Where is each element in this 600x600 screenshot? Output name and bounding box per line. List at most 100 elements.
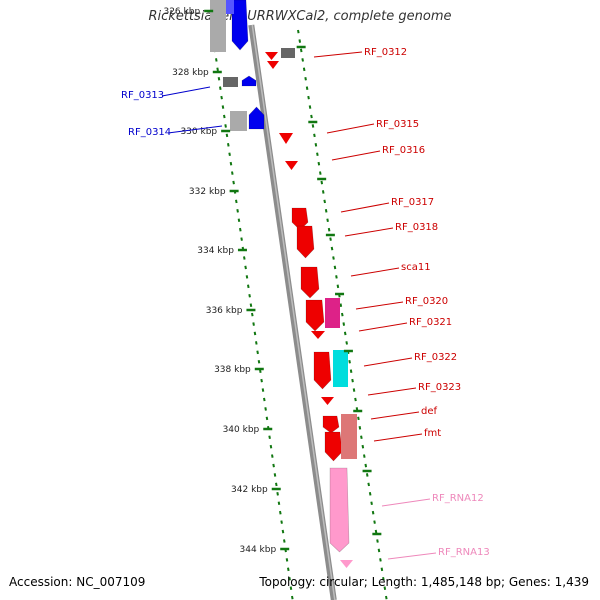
gene-red [300,266,320,299]
outer-dotted-guide [373,520,376,524]
inner-dotted-guide [247,284,250,289]
inner-dotted-guide [215,58,218,62]
label-leader-line [381,498,431,507]
tick-label: 338 kbp [214,365,251,375]
outer-dotted-guide [379,558,382,562]
gene-red [313,351,332,390]
gene-blue-small [241,75,257,87]
outer-dotted-guide [363,454,366,458]
gene-label: sca11 [401,262,431,273]
inner-dotted-guide [239,227,242,232]
outer-dotted-guide [383,586,387,590]
inner-dotted-guide [280,520,283,524]
outer-dotted-guide [330,246,334,251]
gene-label: fmt [424,428,441,439]
outer-dotted-guide [368,492,372,496]
inner-dotted-guide [285,558,289,562]
outer-dotted-guide [299,48,303,53]
inner-dotted-guide [288,576,291,581]
tick-label: 334 kbp [197,246,234,256]
inner-dotted-guide [263,397,266,402]
label-leader-line [350,267,400,277]
gene-blue [231,0,249,51]
inner-dotted-guide [220,95,223,100]
inner-dotted-guide [265,416,269,421]
outer-dotted-guide [354,397,357,402]
outer-dotted-guide [336,284,340,289]
inner-dotted-guide [273,473,277,477]
gene-magenta [325,298,340,328]
inner-dotted-guide [279,510,282,515]
gene-label: RF_0320 [405,296,448,307]
inner-dotted-guide [229,161,233,166]
inner-dotted-guide [281,529,285,534]
inner-dotted-guide [236,209,239,213]
genome-summary-text: Topology: circular; Length: 1,485,148 bp… [259,575,589,589]
label-leader-line [355,301,404,310]
gene-darkgrey [281,48,295,58]
label-leader-line [373,433,423,442]
outer-dotted-guide [342,322,346,326]
inner-dotted-guide [251,312,254,317]
outer-dotted-guide [341,312,344,317]
outer-dotted-guide [297,29,300,34]
inner-dotted-guide [219,86,222,90]
inner-dotted-guide [249,303,253,307]
outer-dotted-guide [314,143,318,147]
outer-dotted-guide [317,161,321,166]
outer-dotted-guide [313,133,316,138]
outer-dotted-guide [324,209,328,213]
inner-dotted-guide [223,114,226,119]
inner-dotted-guide [225,133,229,138]
gene-label: RF_0313 [121,90,164,101]
inner-dotted-guide [216,67,219,72]
outer-dotted-guide [326,218,329,223]
inner-dotted-guide [255,341,258,345]
outer-dotted-guide [304,76,307,81]
inner-dotted-guide [275,482,278,487]
outer-dotted-guide [374,529,378,534]
label-leader-line [326,123,375,134]
inner-dotted-guide [271,454,274,458]
inner-dotted-guide [277,501,281,506]
outer-dotted-guide [302,67,306,72]
outer-dotted-guide [361,444,365,449]
inner-dotted-guide [264,407,267,411]
outer-dotted-guide [311,124,315,128]
label-leader-line [363,357,413,367]
outer-dotted-guide [305,86,309,90]
outer-dotted-guide [301,58,304,62]
outer-dotted-guide [357,416,360,421]
outer-dotted-guide [380,567,384,572]
outer-dotted-guide [382,576,385,581]
inner-dotted-guide [231,171,234,175]
label-leader-line [340,202,390,213]
tick-label: 332 kbp [189,187,226,197]
outer-dotted-guide [385,595,388,600]
gene-red-small [285,161,298,170]
gene-red-small [267,61,279,69]
gene-red [324,431,343,462]
gene-red [305,299,325,332]
outer-dotted-guide [358,426,362,430]
inner-dotted-guide [240,237,243,241]
tick-label: 344 kbp [240,545,277,555]
gene-label: RF_0317 [391,197,434,208]
inner-dotted-guide [232,180,235,185]
gene-red [322,415,340,434]
gene-blue-small [226,0,234,14]
gene-red-small [321,397,334,405]
label-leader-line [161,86,211,97]
gene-label: RF_0321 [409,317,452,328]
tick-label: 340 kbp [223,425,260,435]
inner-dotted-guide [248,293,251,298]
tick-label: 336 kbp [206,306,243,316]
outer-dotted-guide [377,548,381,553]
outer-dotted-guide [348,359,351,364]
inner-dotted-guide [253,331,257,336]
gene-label: RF_0322 [414,352,457,363]
gene-label: RF_RNA12 [432,493,484,504]
outer-dotted-guide [365,473,369,477]
gene-red-small [279,133,293,144]
